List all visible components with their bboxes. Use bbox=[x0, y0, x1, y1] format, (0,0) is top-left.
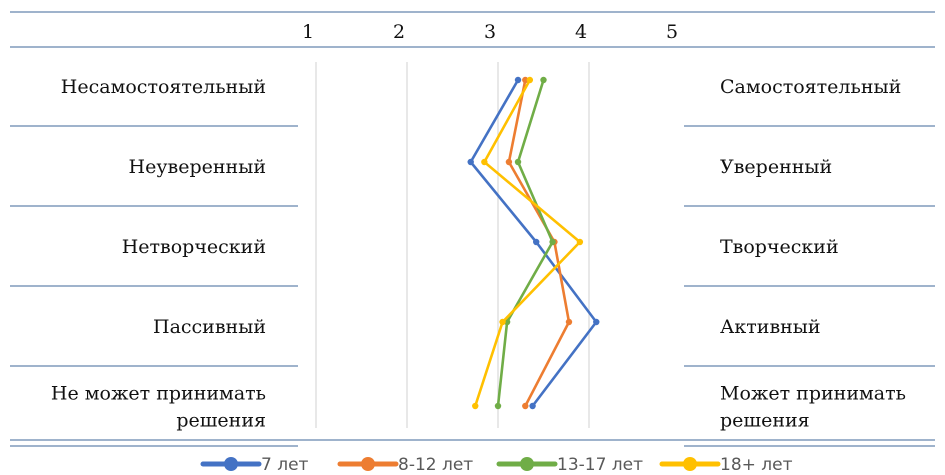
x-tick-label: 5 bbox=[666, 21, 678, 43]
legend-swatch-marker bbox=[224, 457, 238, 471]
left-pole-label: Нетворческий bbox=[122, 236, 266, 258]
series-point bbox=[522, 402, 529, 410]
left-pole-label: Пассивный bbox=[153, 316, 266, 338]
right-pole-label: Уверенный bbox=[720, 156, 832, 178]
x-tick-label: 3 bbox=[484, 21, 496, 43]
legend-label: 13-17 лет bbox=[557, 455, 643, 475]
right-pole-label: Самостоятельный bbox=[720, 76, 901, 98]
series-point bbox=[576, 238, 584, 246]
x-tick-label: 2 bbox=[393, 21, 405, 43]
series-point bbox=[472, 402, 479, 410]
row-separators bbox=[10, 11, 935, 447]
series-point bbox=[593, 318, 600, 326]
series-point bbox=[533, 238, 540, 246]
series-point bbox=[514, 76, 522, 84]
series-point bbox=[540, 76, 547, 84]
x-tick-labels: 1 2 3 4 5 bbox=[302, 21, 678, 43]
right-pole-label: Может принимать bbox=[720, 383, 906, 405]
series-point bbox=[505, 158, 513, 166]
series-line bbox=[496, 79, 554, 407]
series-point bbox=[499, 318, 506, 326]
right-pole-label: решения bbox=[720, 410, 810, 432]
legend-label: 7 лет bbox=[261, 455, 309, 475]
left-pole-label: решения bbox=[176, 410, 266, 432]
legend-label: 18+ лет bbox=[720, 455, 793, 475]
legend-swatch-marker bbox=[683, 457, 697, 471]
left-pole-labels: Несамостоятельный Неуверенный Нетворческий… bbox=[51, 76, 266, 432]
x-tick-label: 1 bbox=[302, 21, 314, 43]
legend-swatch-marker bbox=[361, 457, 375, 471]
series-point bbox=[549, 238, 556, 246]
left-pole-label: Не может принимать bbox=[51, 383, 266, 405]
series-point bbox=[494, 402, 502, 410]
right-pole-label: Активный bbox=[720, 316, 821, 338]
series-point bbox=[526, 76, 534, 84]
legend-label: 8-12 лет bbox=[398, 455, 473, 475]
legend-swatch-marker bbox=[520, 457, 534, 471]
x-tick-label: 4 bbox=[575, 21, 587, 43]
vertical-gridlines bbox=[315, 62, 590, 428]
left-pole-label: Неуверенный bbox=[129, 156, 266, 178]
series-point bbox=[529, 402, 536, 410]
left-pole-label: Несамостоятельный bbox=[61, 76, 266, 98]
right-pole-label: Творческий bbox=[720, 236, 839, 258]
series-point bbox=[467, 158, 474, 166]
legend: 7 лет 8-12 лет 13-17 лет 18+ лет bbox=[200, 455, 793, 475]
series-point bbox=[565, 318, 573, 326]
series-point bbox=[481, 158, 488, 166]
right-pole-labels: Самостоятельный Уверенный Творческий Активн… bbox=[720, 76, 906, 432]
series-point bbox=[522, 76, 529, 84]
series-lines bbox=[467, 76, 600, 410]
series-point bbox=[514, 158, 522, 166]
